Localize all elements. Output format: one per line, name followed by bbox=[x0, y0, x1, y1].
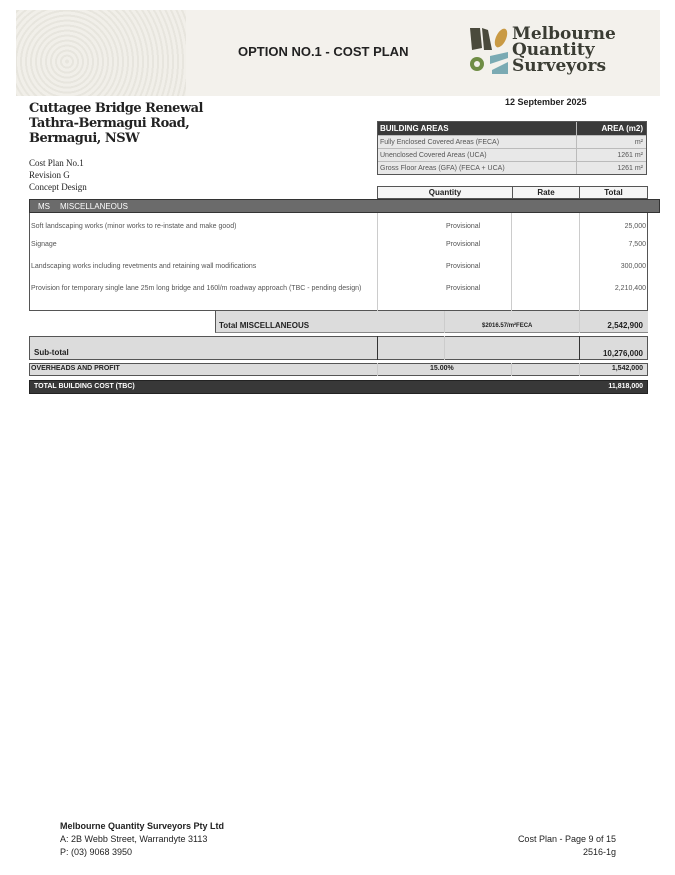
footer-page-info: Cost Plan - Page 9 of 15 2516-1g bbox=[518, 833, 616, 859]
footer-address: A: 2B Webb Street, Warrandyte 3113 bbox=[60, 834, 208, 844]
page-title: OPTION NO.1 - COST PLAN bbox=[238, 44, 409, 59]
report-date: 12 September 2025 bbox=[505, 97, 587, 107]
area-value: 1261 m² bbox=[617, 164, 643, 172]
item-total: 7,500 bbox=[628, 241, 646, 248]
quantity-header: Quantity bbox=[378, 187, 513, 198]
project-title: Cuttagee Bridge Renewal Tathra-Bermagui … bbox=[29, 101, 204, 146]
company-logo-icon bbox=[470, 28, 508, 74]
item-total: 2,210,400 bbox=[614, 285, 646, 292]
plan-meta: Cost Plan No.1 Revision G Concept Design bbox=[29, 157, 87, 193]
divider bbox=[579, 213, 580, 311]
area-value: 1261 m² bbox=[617, 151, 643, 159]
section-total-value: 2,542,900 bbox=[607, 321, 643, 330]
divider bbox=[444, 311, 445, 333]
revision: Revision G bbox=[29, 170, 70, 180]
section-header: MS MISCELLANEOUS bbox=[29, 199, 660, 213]
building-areas-table: BUILDING AREAS AREA (m2) Fully Enclosed C… bbox=[377, 121, 647, 175]
divider bbox=[579, 311, 580, 333]
plan-number: Cost Plan No.1 bbox=[29, 158, 84, 168]
total-header: Total bbox=[604, 188, 623, 197]
divider bbox=[579, 363, 580, 376]
item-description: Provision for temporary single lane 25m … bbox=[31, 285, 362, 292]
item-quantity: Provisional bbox=[446, 241, 481, 248]
footer-company: Melbourne Quantity Surveyors Pty Ltd A: … bbox=[60, 820, 224, 859]
area-label: Unenclosed Covered Areas (UCA) bbox=[378, 149, 577, 161]
divider bbox=[377, 213, 378, 311]
section-name: MISCELLANEOUS bbox=[60, 201, 129, 211]
grand-total-row bbox=[29, 380, 648, 394]
section-total-rate: $2016.57/m²FECA bbox=[482, 323, 533, 329]
footer-phone: P: (03) 9068 3950 bbox=[60, 847, 133, 857]
building-areas-header: BUILDING AREAS bbox=[378, 122, 577, 135]
overheads-rate: 15.00% bbox=[430, 365, 454, 372]
grand-total-label: TOTAL BUILDING COST (TBC) bbox=[34, 383, 135, 390]
company-logo-text: Melbourne Quantity Surveyors bbox=[512, 24, 616, 76]
rate-header: Rate bbox=[513, 187, 580, 198]
area-label: Fully Enclosed Covered Areas (FECA) bbox=[378, 136, 577, 148]
project-name: Cuttagee Bridge Renewal bbox=[29, 101, 204, 116]
divider bbox=[579, 336, 580, 360]
area-label: Gross Floor Areas (GFA) (FECA + UCA) bbox=[378, 162, 577, 174]
project-address: Tathra-Bermagui Road, bbox=[29, 116, 190, 131]
item-description: Landscaping works including revetments a… bbox=[31, 263, 257, 270]
subtotal-label: Sub-total bbox=[34, 348, 69, 357]
section-total-row bbox=[215, 311, 648, 333]
overheads-value: 1,542,000 bbox=[611, 365, 643, 372]
divider bbox=[444, 336, 445, 360]
document-ref: 2516-1g bbox=[582, 847, 616, 857]
area-header: AREA (m2) bbox=[601, 124, 643, 133]
overheads-row bbox=[29, 363, 648, 376]
cost-column-headers: Quantity Rate Total bbox=[377, 186, 648, 199]
section-code: MS bbox=[38, 201, 50, 211]
wood-texture-decoration bbox=[16, 10, 186, 96]
divider bbox=[511, 213, 512, 311]
subtotal-value: 10,276,000 bbox=[602, 349, 643, 358]
section-total-label: Total MISCELLANEOUS bbox=[219, 321, 310, 330]
divider bbox=[377, 336, 378, 360]
project-location: Bermagui, NSW bbox=[29, 131, 140, 146]
grand-total-value: 11,818,000 bbox=[608, 383, 643, 390]
item-quantity: Provisional bbox=[446, 263, 481, 270]
divider bbox=[511, 363, 512, 376]
item-total: 25,000 bbox=[624, 223, 646, 230]
item-description: Signage bbox=[31, 241, 57, 248]
design-stage: Concept Design bbox=[29, 182, 87, 192]
area-value: m² bbox=[634, 138, 643, 146]
item-quantity: Provisional bbox=[446, 285, 481, 292]
overheads-label: OVERHEADS AND PROFIT bbox=[31, 365, 120, 372]
footer-company-name: Melbourne Quantity Surveyors Pty Ltd bbox=[60, 821, 225, 831]
divider bbox=[377, 363, 378, 376]
item-description: Soft landscaping works (minor works to r… bbox=[31, 223, 237, 230]
page-number: Cost Plan - Page 9 of 15 bbox=[517, 834, 616, 844]
subtotal-row bbox=[29, 336, 648, 360]
item-total: 300,000 bbox=[620, 263, 646, 270]
item-quantity: Provisional bbox=[446, 223, 481, 230]
items-table bbox=[29, 213, 648, 311]
divider bbox=[647, 213, 648, 311]
